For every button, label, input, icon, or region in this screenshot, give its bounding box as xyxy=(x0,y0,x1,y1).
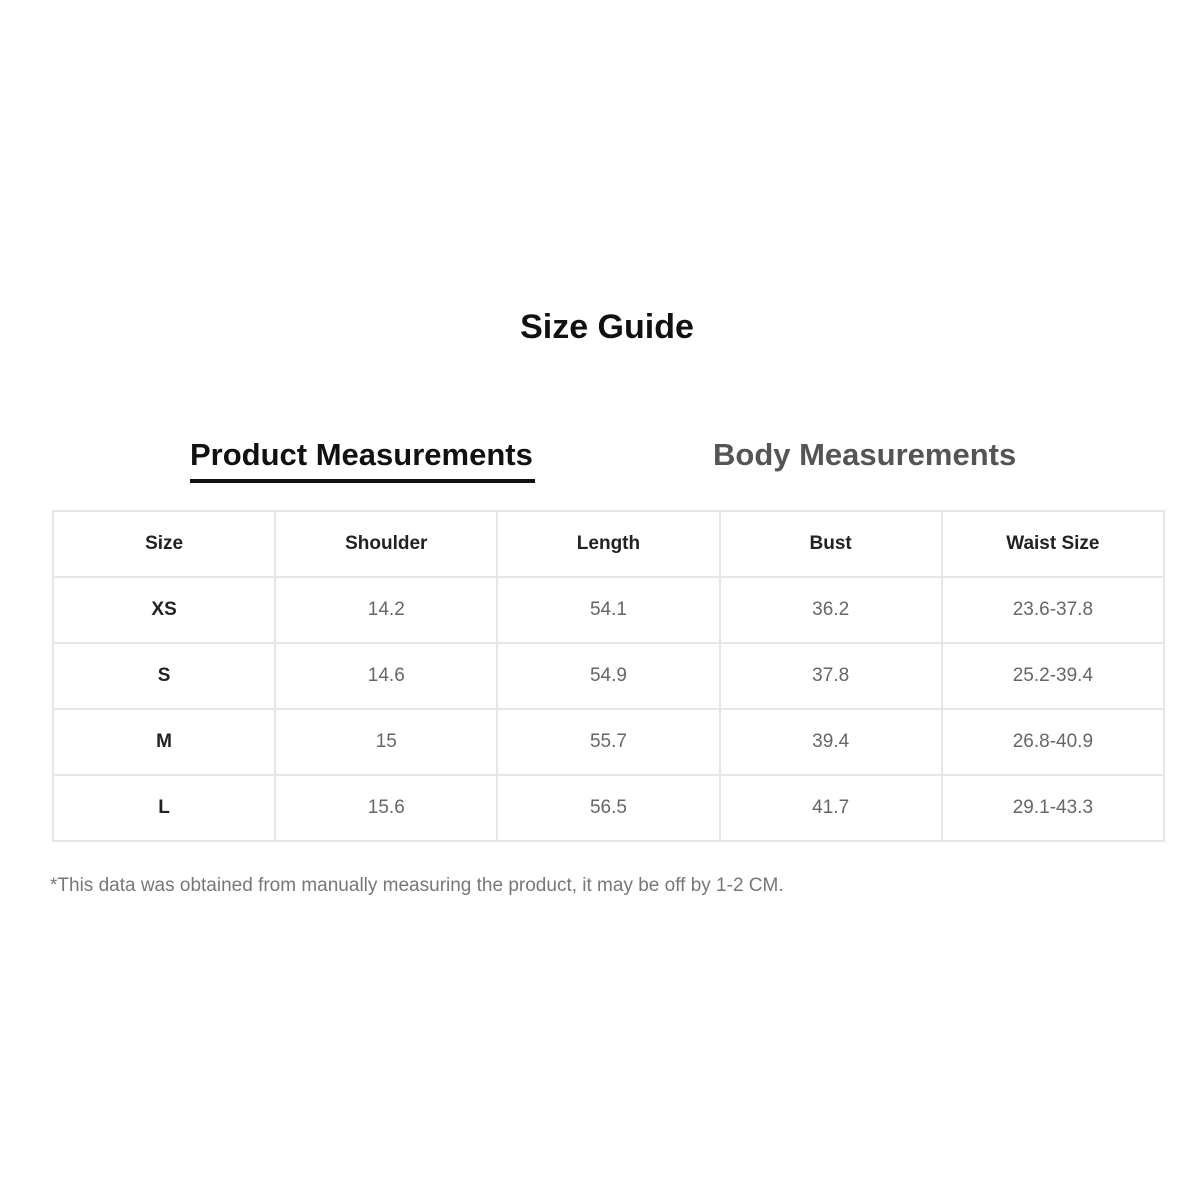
header-shoulder: Shoulder xyxy=(274,510,499,578)
value-cell: 55.7 xyxy=(496,708,721,776)
table-row: L 15.6 56.5 41.7 29.1-43.3 xyxy=(51,774,1166,842)
size-cell: S xyxy=(51,642,277,710)
header-size: Size xyxy=(51,510,277,578)
table-row: M 15 55.7 39.4 26.8-40.9 xyxy=(51,708,1166,776)
size-cell: XS xyxy=(51,576,277,644)
value-cell: 54.9 xyxy=(496,642,721,710)
value-cell: 15 xyxy=(274,708,499,776)
value-cell: 26.8-40.9 xyxy=(940,708,1166,776)
value-cell: 54.1 xyxy=(496,576,721,644)
page-title: Size Guide xyxy=(520,308,694,346)
size-table: Size Shoulder Length Bust Waist Size XS 1… xyxy=(51,510,1166,842)
value-cell: 14.2 xyxy=(274,576,499,644)
table-row: XS 14.2 54.1 36.2 23.6-37.8 xyxy=(51,576,1166,644)
value-cell: 41.7 xyxy=(718,774,943,842)
tab-body-measurements[interactable]: Body Measurements xyxy=(713,437,1017,472)
value-cell: 29.1-43.3 xyxy=(940,774,1166,842)
value-cell: 14.6 xyxy=(274,642,499,710)
value-cell: 25.2-39.4 xyxy=(940,642,1166,710)
size-cell: M xyxy=(51,708,277,776)
value-cell: 36.2 xyxy=(718,576,943,644)
header-waist-size: Waist Size xyxy=(940,510,1166,578)
value-cell: 39.4 xyxy=(718,708,943,776)
measurement-note: *This data was obtained from manually me… xyxy=(50,875,784,896)
header-bust: Bust xyxy=(718,510,943,578)
value-cell: 23.6-37.8 xyxy=(940,576,1166,644)
header-length: Length xyxy=(496,510,721,578)
size-cell: L xyxy=(51,774,277,842)
value-cell: 37.8 xyxy=(718,642,943,710)
table-header-row: Size Shoulder Length Bust Waist Size xyxy=(51,510,1166,578)
value-cell: 15.6 xyxy=(274,774,499,842)
value-cell: 56.5 xyxy=(496,774,721,842)
table-row: S 14.6 54.9 37.8 25.2-39.4 xyxy=(51,642,1166,710)
tab-product-measurements[interactable]: Product Measurements xyxy=(190,437,535,483)
